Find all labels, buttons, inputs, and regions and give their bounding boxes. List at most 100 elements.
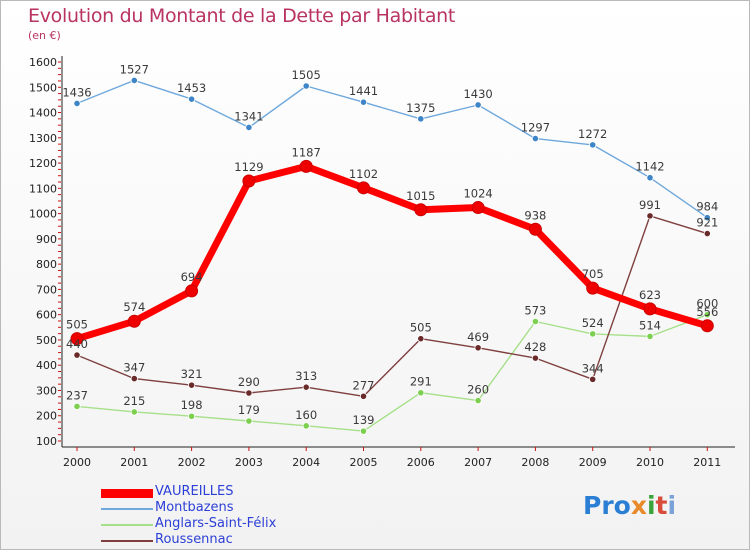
data-point bbox=[188, 412, 196, 420]
data-point bbox=[531, 317, 540, 326]
y-tick-label: 100 bbox=[36, 435, 57, 448]
data-label: 1441 bbox=[349, 84, 378, 98]
y-tick-label: 1500 bbox=[29, 81, 57, 94]
y-tick-label: 1300 bbox=[29, 132, 57, 145]
data-label: 139 bbox=[353, 413, 375, 427]
data-point bbox=[646, 212, 654, 220]
data-point bbox=[474, 396, 482, 405]
x-tick-label: 2006 bbox=[407, 456, 435, 469]
data-point bbox=[245, 389, 253, 397]
data-label: 573 bbox=[524, 303, 546, 317]
legend-label: VAUREILLES bbox=[155, 484, 234, 499]
y-tick-label: 1600 bbox=[29, 56, 57, 69]
data-label: 705 bbox=[582, 267, 604, 281]
data-point bbox=[471, 201, 485, 215]
x-tick-label: 2004 bbox=[292, 456, 320, 469]
series-line-Anglars-Saint-Félix bbox=[76, 314, 708, 432]
data-label: 556 bbox=[696, 305, 718, 319]
data-label: 1297 bbox=[521, 121, 550, 135]
data-label: 921 bbox=[696, 216, 718, 230]
data-label: 514 bbox=[639, 318, 661, 332]
data-point bbox=[646, 332, 654, 340]
data-point bbox=[245, 123, 253, 132]
data-point bbox=[299, 159, 313, 173]
data-point bbox=[586, 281, 600, 295]
data-label: 215 bbox=[123, 394, 145, 408]
y-tick-label: 400 bbox=[36, 359, 57, 372]
data-label: 694 bbox=[181, 270, 203, 284]
data-point bbox=[302, 82, 310, 90]
x-tick-label: 2011 bbox=[693, 456, 721, 469]
data-point bbox=[531, 354, 540, 362]
logo-part: Pro bbox=[583, 491, 631, 520]
y-tick-label: 200 bbox=[36, 410, 57, 423]
data-label: 1272 bbox=[578, 127, 607, 141]
data-label: 277 bbox=[353, 378, 375, 392]
data-point bbox=[73, 99, 81, 108]
data-point bbox=[357, 181, 370, 195]
data-point bbox=[70, 332, 84, 346]
data-point bbox=[703, 311, 711, 319]
y-tick-label: 800 bbox=[36, 258, 57, 271]
data-point bbox=[130, 76, 138, 85]
x-tick-label: 2005 bbox=[350, 456, 378, 469]
data-point bbox=[417, 389, 425, 397]
data-point bbox=[531, 134, 540, 143]
data-point bbox=[188, 95, 196, 103]
y-tick-label: 900 bbox=[36, 233, 57, 246]
data-label: 1430 bbox=[463, 87, 492, 101]
data-label: 984 bbox=[696, 200, 718, 214]
data-label: 505 bbox=[410, 321, 432, 335]
data-point bbox=[245, 417, 253, 425]
data-point bbox=[700, 319, 714, 333]
y-tick-label: 300 bbox=[36, 384, 57, 397]
data-label: 1187 bbox=[292, 145, 321, 159]
data-label: 344 bbox=[582, 361, 604, 375]
legend-swatch bbox=[101, 489, 153, 498]
logo-part: i bbox=[667, 491, 677, 520]
data-label: 321 bbox=[181, 367, 203, 381]
data-point bbox=[302, 422, 310, 430]
data-point bbox=[359, 427, 368, 435]
data-point bbox=[417, 115, 425, 123]
x-tick-label: 2003 bbox=[235, 456, 263, 469]
proxiti-logo: Proxiti bbox=[583, 491, 676, 520]
legend-swatch bbox=[101, 524, 153, 526]
logo-part: x bbox=[630, 491, 647, 520]
x-tick-label: 2001 bbox=[120, 456, 148, 469]
data-label: 237 bbox=[66, 388, 88, 402]
data-label: 1015 bbox=[406, 189, 435, 203]
x-tick-label: 2009 bbox=[579, 456, 607, 469]
data-label: 313 bbox=[295, 369, 317, 383]
data-label: 290 bbox=[238, 375, 260, 389]
data-label: 291 bbox=[410, 375, 432, 389]
series-line-Roussennac bbox=[76, 215, 708, 397]
data-point bbox=[185, 284, 199, 298]
data-label: 1024 bbox=[463, 187, 492, 201]
data-point bbox=[73, 402, 81, 410]
data-point bbox=[130, 374, 138, 383]
series-line-VAUREILLES bbox=[73, 162, 711, 343]
data-point bbox=[474, 101, 482, 109]
data-point bbox=[474, 344, 482, 352]
data-label: 1341 bbox=[234, 109, 263, 123]
legend-swatch bbox=[101, 508, 153, 510]
data-label: 524 bbox=[582, 316, 604, 330]
data-point bbox=[242, 174, 256, 188]
data-label: 198 bbox=[181, 398, 203, 412]
data-label: 260 bbox=[467, 383, 489, 397]
series-line-Montbazens bbox=[76, 79, 708, 219]
data-label: 623 bbox=[639, 288, 661, 302]
data-label: 1527 bbox=[120, 62, 149, 76]
logo-part: i bbox=[646, 491, 656, 520]
data-point bbox=[417, 335, 425, 343]
data-label: 1375 bbox=[406, 101, 435, 115]
data-point bbox=[643, 302, 657, 316]
y-tick-label: 600 bbox=[36, 309, 57, 322]
legend-label: Roussennac bbox=[155, 532, 233, 547]
data-label: 505 bbox=[66, 318, 88, 332]
data-point bbox=[188, 381, 196, 389]
x-tick-label: 2010 bbox=[636, 456, 664, 469]
data-label: 1102 bbox=[349, 167, 378, 181]
